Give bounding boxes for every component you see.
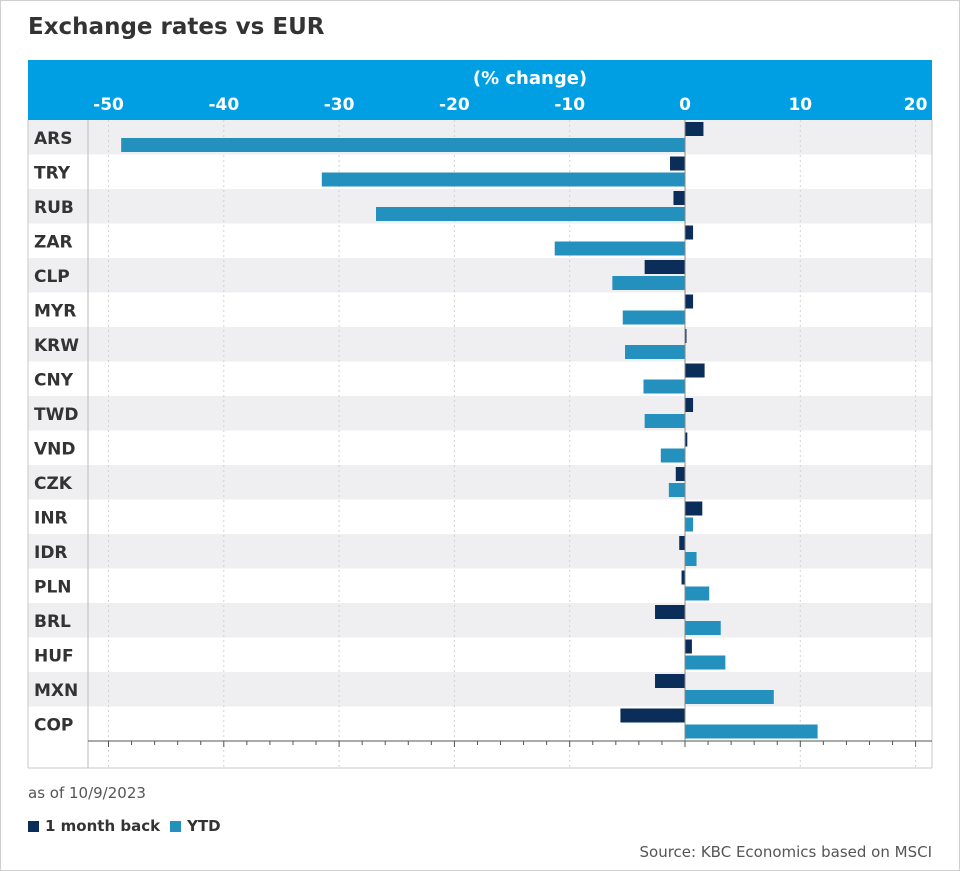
bar-ytd [685, 690, 774, 704]
axis-title: (% change) [473, 68, 587, 89]
bar-1-month-back [673, 191, 685, 205]
bar-1-month-back [685, 329, 687, 343]
bar-ytd [321, 172, 685, 187]
bar-1-month-back [644, 260, 685, 274]
bar-ytd [668, 483, 685, 497]
category-label: RUB [34, 198, 74, 218]
bar-ytd [375, 207, 685, 221]
bar-1-month-back [655, 674, 685, 688]
bar-ytd [685, 621, 721, 635]
bar-1-month-back [685, 122, 704, 136]
x-tick-label: -20 [439, 95, 470, 115]
category-label: MYR [34, 302, 76, 322]
bar-1-month-back [681, 570, 685, 585]
x-tick-label: -50 [93, 95, 124, 115]
x-tick-label: 10 [788, 95, 812, 115]
row-stripe [28, 534, 932, 569]
legend-swatch-ytd [170, 820, 182, 832]
legend-item-1-month-back: 1 month back [28, 817, 160, 835]
bar-ytd [685, 586, 710, 601]
row-stripe [28, 603, 932, 638]
legend-label-1-month-back: 1 month back [45, 817, 161, 835]
category-label: INR [34, 509, 68, 529]
category-label: CLP [34, 267, 70, 287]
bar-ytd [554, 241, 685, 256]
category-label: MXN [34, 681, 78, 701]
bar-1-month-back [685, 432, 688, 447]
category-label: VND [34, 440, 76, 460]
bar-ytd [660, 448, 685, 463]
row-stripe [28, 396, 932, 431]
bar-ytd [644, 414, 685, 428]
bar-1-month-back [675, 467, 685, 481]
x-tick-label: 20 [904, 95, 928, 115]
legend-swatch-1-month-back [28, 820, 39, 832]
legend: 1 month back YTD [28, 817, 231, 835]
category-label: CNY [34, 371, 74, 391]
bar-ytd [685, 517, 694, 532]
x-tick-label: -10 [554, 95, 585, 115]
bar-1-month-back [685, 639, 692, 654]
bar-1-month-back [685, 225, 694, 240]
bar-ytd [685, 552, 697, 566]
row-stripe [28, 327, 932, 362]
axis-band [28, 60, 932, 120]
category-label: PLN [34, 578, 72, 598]
category-label: IDR [34, 543, 68, 563]
bar-1-month-back [620, 708, 685, 723]
bar-ytd [612, 276, 685, 290]
category-label: TWD [34, 405, 78, 425]
bar-1-month-back [685, 363, 705, 378]
row-stripe [28, 465, 932, 500]
row-stripe [28, 258, 932, 293]
x-tick-label: -30 [324, 95, 355, 115]
row-stripe [28, 672, 932, 707]
category-label: TRY [34, 164, 71, 184]
bar-1-month-back [679, 536, 685, 550]
bar-ytd [625, 345, 685, 359]
bar-1-month-back [685, 398, 694, 412]
legend-label-ytd: YTD [187, 817, 221, 835]
legend-item-ytd: YTD [170, 817, 221, 835]
bar-ytd [622, 310, 685, 325]
bar-1-month-back [685, 294, 694, 309]
bar-ytd [685, 655, 726, 670]
source-note: Source: KBC Economics based on MSCI [639, 843, 933, 861]
category-label: COP [34, 716, 73, 736]
as-of-date: as of 10/9/2023 [28, 784, 146, 802]
category-label: KRW [34, 336, 79, 356]
category-label: HUF [34, 647, 74, 667]
category-label: ZAR [34, 233, 73, 253]
x-tick-label: -40 [208, 95, 239, 115]
bar-ytd [685, 724, 818, 739]
category-label: ARS [34, 129, 73, 149]
category-label: CZK [34, 474, 73, 494]
bar-ytd [643, 379, 685, 394]
bar-1-month-back [655, 605, 685, 619]
bar-1-month-back [670, 156, 685, 171]
chart-title: Exchange rates vs EUR [28, 14, 325, 40]
x-tick-label: 0 [679, 95, 691, 115]
bar-1-month-back [685, 501, 703, 516]
category-label: BRL [34, 612, 71, 632]
bar-ytd [121, 138, 686, 152]
